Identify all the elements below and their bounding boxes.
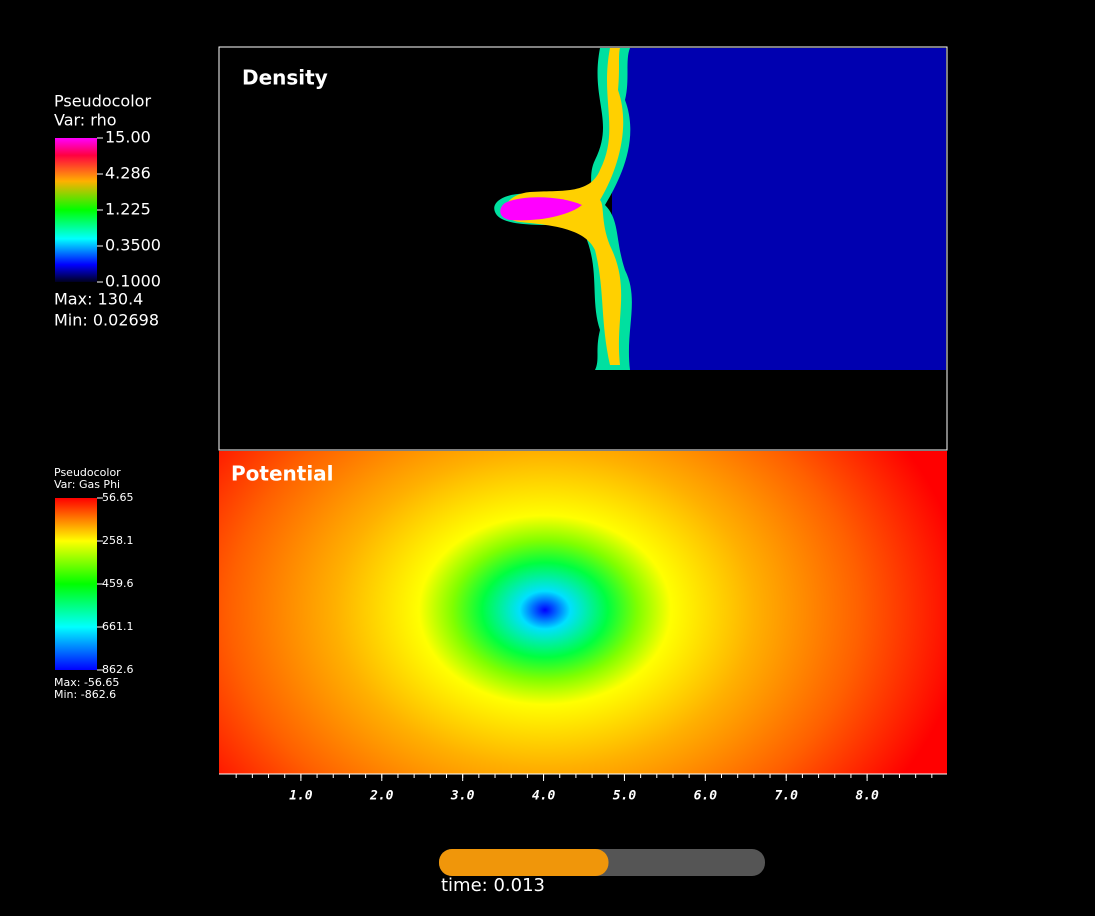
legend-tick-label: -661.1 [98, 620, 133, 633]
density-peak [500, 197, 582, 221]
colorbar [55, 498, 97, 670]
x-tick-label: 2.0 [369, 789, 394, 804]
x-tick-label: 7.0 [774, 789, 798, 804]
legend-max: Max: -56.65 [54, 676, 119, 689]
density-field [612, 48, 946, 370]
time-label: time: 0.013 [441, 875, 545, 896]
legend-tick-label: -459.6 [98, 577, 133, 590]
legend-max: Max: 130.4 [54, 290, 143, 309]
legend-tick-label: 0.1000 [105, 272, 161, 291]
legend-kind: Pseudocolor [54, 466, 121, 479]
legend-kind: Pseudocolor [54, 92, 151, 111]
x-tick-label: 6.0 [694, 789, 718, 804]
x-tick-label: 3.0 [450, 789, 475, 804]
potential-field [219, 451, 947, 774]
legend-tick-label: -258.1 [98, 534, 133, 547]
time-slider-progress [439, 849, 609, 876]
legend-tick-label: 1.225 [105, 200, 151, 219]
x-tick-label: 8.0 [855, 789, 879, 804]
panel-title: Potential [231, 462, 334, 486]
legend-tick-label: 15.00 [105, 128, 151, 147]
legend-var: Var: Gas Phi [54, 478, 120, 491]
colorbar [55, 138, 97, 282]
legend-tick-label: -862.6 [98, 663, 133, 676]
legend-tick-label: 0.3500 [105, 236, 161, 255]
legend-var: Var: rho [54, 111, 117, 130]
panel-title: Density [242, 66, 328, 90]
x-tick-label: 1.0 [289, 789, 313, 804]
legend-min: Min: 0.02698 [54, 311, 159, 330]
legend-min: Min: -862.6 [54, 688, 116, 701]
x-tick-label: 4.0 [532, 789, 556, 804]
x-tick-label: 5.0 [613, 789, 637, 804]
legend-tick-label: 4.286 [105, 164, 151, 183]
legend-tick-label: -56.65 [98, 491, 133, 504]
